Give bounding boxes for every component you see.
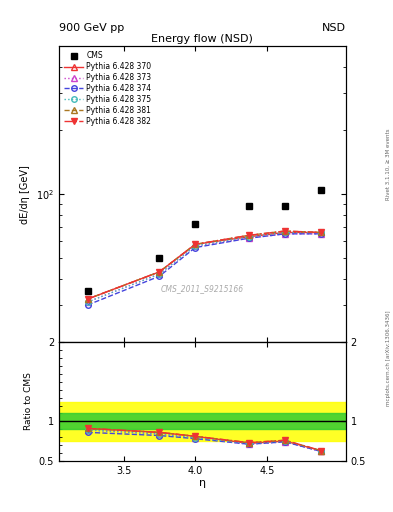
Text: 900 GeV pp: 900 GeV pp <box>59 23 124 33</box>
Text: CMS_2011_S9215166: CMS_2011_S9215166 <box>161 285 244 293</box>
Text: NSD: NSD <box>322 23 346 33</box>
X-axis label: η: η <box>199 478 206 488</box>
Legend: CMS, Pythia 6.428 370, Pythia 6.428 373, Pythia 6.428 374, Pythia 6.428 375, Pyt: CMS, Pythia 6.428 370, Pythia 6.428 373,… <box>63 50 153 127</box>
Text: mcplots.cern.ch [arXiv:1306.3436]: mcplots.cern.ch [arXiv:1306.3436] <box>386 311 391 406</box>
Title: Energy flow (NSD): Energy flow (NSD) <box>151 34 253 44</box>
Bar <box>59 413 346 429</box>
Text: Rivet 3.1.10, ≥ 3M events: Rivet 3.1.10, ≥ 3M events <box>386 128 391 200</box>
Bar <box>59 401 346 441</box>
Y-axis label: Ratio to CMS: Ratio to CMS <box>24 373 33 431</box>
Y-axis label: dE/dη [GeV]: dE/dη [GeV] <box>20 165 31 224</box>
